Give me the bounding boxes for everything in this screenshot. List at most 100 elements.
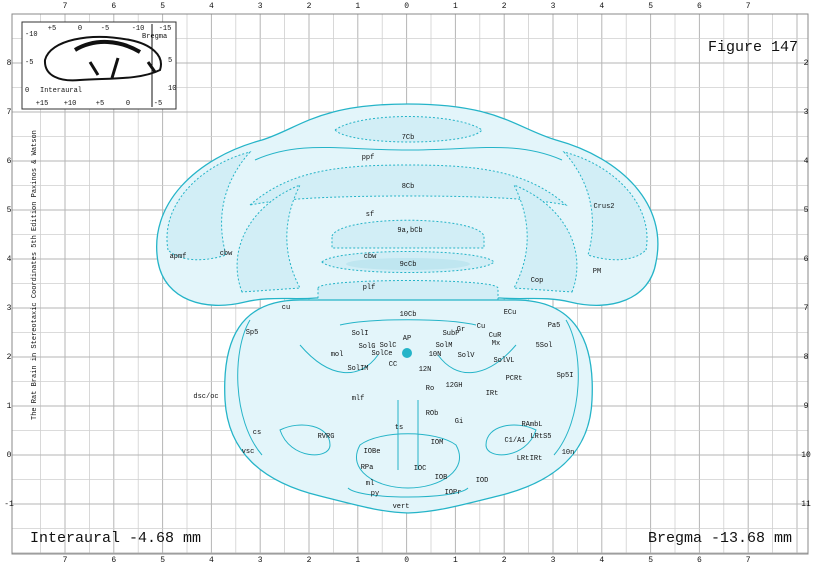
- structure-label: Mx: [492, 340, 500, 348]
- right-tick-label: 10: [801, 451, 811, 460]
- structure-label: 8Cb: [402, 183, 415, 191]
- right-tick-label: 6: [804, 255, 809, 264]
- structure-label: vsc: [242, 448, 255, 456]
- right-tick-label: 3: [804, 108, 809, 117]
- inset-label: +5: [48, 25, 56, 33]
- left-tick-label: -1: [4, 500, 14, 509]
- structure-label: py: [371, 490, 379, 498]
- structure-label: dsc/oc: [193, 393, 218, 401]
- structure-label: Sp5: [246, 329, 259, 337]
- structure-label: cbw: [220, 250, 233, 258]
- structure-label: cs: [253, 429, 261, 437]
- inset-label: +10: [64, 100, 77, 108]
- bottom-tick-label: 6: [697, 556, 702, 563]
- right-tick-label: 7: [804, 304, 809, 313]
- bottom-tick-label: 6: [111, 556, 116, 563]
- structure-label: IOM: [431, 439, 444, 447]
- inset-label: -5: [101, 25, 109, 33]
- structure-label: 10Cb: [400, 311, 417, 319]
- inset-label: 0: [78, 25, 82, 33]
- left-tick-label: 7: [7, 108, 12, 117]
- bottom-tick-label: 4: [599, 556, 604, 563]
- structure-label: CuR: [489, 332, 502, 340]
- bottom-tick-label: 1: [355, 556, 360, 563]
- inset-label: +15: [36, 100, 49, 108]
- structure-label: LRtS5: [530, 433, 551, 441]
- top-tick-label: 6: [111, 2, 116, 11]
- medulla: [224, 299, 593, 514]
- inset-label: 0: [25, 87, 29, 95]
- structure-label: CC: [389, 361, 397, 369]
- inset-label: 0: [126, 100, 130, 108]
- structure-label: SolVL: [493, 357, 514, 365]
- left-tick-label: 0: [7, 451, 12, 460]
- structure-label: Gi: [455, 418, 463, 426]
- structure-label: Cu: [477, 323, 485, 331]
- structure-label: SolC: [380, 342, 397, 350]
- structure-label: AP: [403, 335, 411, 343]
- structure-label: SolI: [352, 330, 369, 338]
- bottom-tick-label: 4: [209, 556, 214, 563]
- structure-label: PCRt: [506, 375, 523, 383]
- top-tick-label: 6: [697, 2, 702, 11]
- structure-label: cu: [282, 304, 290, 312]
- figure-number: Figure 147: [708, 39, 798, 56]
- structure-label: 12GH: [446, 382, 463, 390]
- structure-label: Ro: [426, 385, 434, 393]
- top-tick-label: 2: [307, 2, 312, 11]
- structure-label: 9a,bCb: [397, 227, 422, 235]
- inset-map: [21, 21, 177, 110]
- top-tick-label: 7: [63, 2, 68, 11]
- left-tick-label: 2: [7, 353, 12, 362]
- structure-label: apmf: [170, 253, 187, 261]
- top-tick-label: 5: [160, 2, 165, 11]
- left-tick-label: 3: [7, 304, 12, 313]
- left-tick-label: 1: [7, 402, 12, 411]
- structure-label: cbw: [364, 253, 377, 261]
- structure-label: Pa5: [548, 322, 561, 330]
- structure-label: ml: [366, 480, 374, 488]
- left-tick-label: 8: [7, 59, 12, 68]
- structure-label: 9cCb: [400, 261, 417, 269]
- structure-label: SolG: [359, 343, 376, 351]
- structure-label: Gr: [457, 326, 465, 334]
- structure-label: 7Cb: [402, 134, 415, 142]
- top-tick-label: 4: [209, 2, 214, 11]
- right-tick-label: 5: [804, 206, 809, 215]
- inset-label: -10: [132, 25, 145, 33]
- top-tick-label: 3: [258, 2, 263, 11]
- left-tick-label: 4: [7, 255, 12, 264]
- inset-label: -5: [25, 59, 33, 67]
- interaural-label: Interaural -4.68 mm: [30, 530, 201, 547]
- structure-label: 10N: [429, 351, 442, 359]
- left-tick-label: 5: [7, 206, 12, 215]
- right-tick-label: 9: [804, 402, 809, 411]
- structure-label: mol: [331, 351, 344, 359]
- inset-label: -10: [25, 31, 38, 39]
- side-text: The Rat Brain in Stereotaxic Coordinates…: [31, 130, 39, 420]
- structure-label: IOB: [435, 474, 448, 482]
- structure-label: IOD: [476, 477, 489, 485]
- bregma-label: Bregma -13.68 mm: [648, 530, 792, 547]
- inset-label: -5: [154, 100, 162, 108]
- top-tick-label: 1: [453, 2, 458, 11]
- structure-label: 12N: [419, 366, 432, 374]
- inset-label: Interaural: [40, 87, 82, 95]
- structure-label: PM: [593, 268, 601, 276]
- structure-label: ROb: [426, 410, 439, 418]
- structure-label: mlf: [352, 395, 365, 403]
- top-tick-label: 0: [404, 2, 409, 11]
- bottom-tick-label: 1: [453, 556, 458, 563]
- bottom-tick-label: 2: [307, 556, 312, 563]
- structure-label: plf: [363, 284, 376, 292]
- structure-label: sf: [366, 211, 374, 219]
- structure-label: C1/A1: [504, 437, 525, 445]
- top-tick-label: 1: [355, 2, 360, 11]
- structure-label: 10n: [562, 449, 575, 457]
- top-tick-label: 5: [648, 2, 653, 11]
- right-tick-label: 2: [804, 59, 809, 68]
- structure-label: ECu: [504, 309, 517, 317]
- bottom-tick-label: 7: [746, 556, 751, 563]
- bottom-tick-label: 3: [551, 556, 556, 563]
